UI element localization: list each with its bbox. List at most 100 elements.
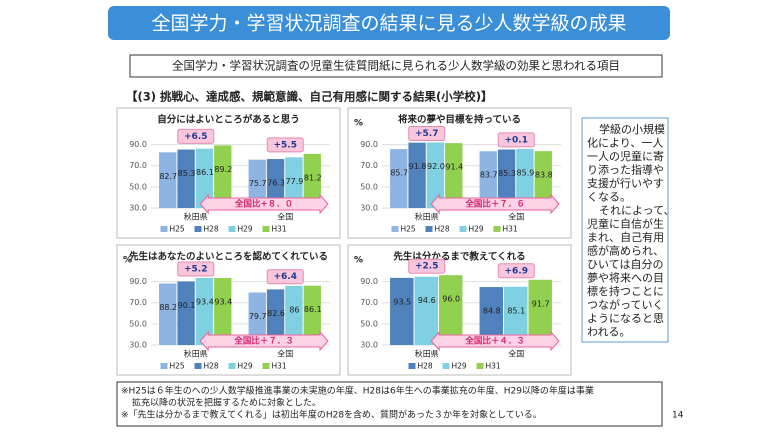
legend-label: H31 — [486, 362, 501, 371]
bar — [248, 159, 266, 208]
value-label: 92.0 — [427, 162, 445, 171]
bar — [195, 148, 214, 208]
legend-label: H29 — [238, 362, 253, 371]
bar — [285, 157, 303, 208]
bar — [303, 153, 321, 208]
value-label: 85.9 — [517, 168, 535, 177]
side-text-line: ひいては自分の — [587, 258, 663, 271]
y-tick-label: 70.0 — [129, 298, 147, 307]
side-box — [581, 117, 669, 343]
side-text-line: ようになると思 — [587, 312, 664, 325]
bar — [438, 275, 463, 345]
comparison-text: 全国比＋７．６ — [464, 199, 525, 210]
x-tick-label: 秋田県 — [184, 212, 208, 222]
comparison-arrow — [199, 330, 329, 352]
side-text-line: 化により、一人 — [587, 136, 663, 150]
note-line: ※H25は６年生のへの少人数学級推進事業の未実施の年度、H28は6年生への事業拡… — [121, 385, 594, 397]
chart-title: 将来の夢や目標を持っている — [398, 114, 521, 126]
bar — [445, 143, 463, 208]
comparison-text: 全国比+８．０ — [234, 199, 293, 210]
bar — [479, 287, 504, 345]
value-label: 84.8 — [483, 307, 501, 316]
side-text-line: くなる。 — [587, 191, 631, 204]
chart-title: 自分にはよいところがあると思う — [157, 114, 300, 126]
legend-label: H25 — [170, 225, 185, 234]
title-bar — [108, 6, 670, 40]
legend-label: H28 — [418, 362, 433, 371]
side-text-line: 感が高められ、 — [587, 244, 664, 258]
bar — [285, 285, 303, 345]
y-tick-label: 30.0 — [360, 341, 378, 350]
value-label: 85.3 — [498, 169, 516, 178]
side-text-line: それによって、 — [599, 204, 675, 217]
legend-label: H29 — [238, 225, 253, 234]
legend-swatch — [476, 363, 484, 369]
y-tick-label: 70.0 — [360, 298, 378, 307]
legend-label: H25 — [401, 225, 416, 234]
y-tick-label: 30.0 — [129, 341, 147, 350]
value-label: 79.7 — [249, 312, 267, 321]
x-tick-label: 秋田県 — [415, 212, 439, 222]
y-tick-label: 90.0 — [360, 140, 378, 149]
bar — [516, 148, 534, 208]
legend-swatch — [408, 363, 416, 369]
x-tick-label: 全国 — [277, 212, 293, 222]
bar — [195, 277, 214, 345]
value-label: 85.1 — [507, 306, 525, 315]
value-label: 86 — [289, 305, 299, 314]
x-tick-label: 秋田県 — [415, 349, 439, 359]
callout-text: +6.5 — [184, 132, 207, 142]
legend-label: H29 — [452, 362, 467, 371]
value-label: 89.2 — [214, 165, 232, 174]
y-tick-label: 50.0 — [129, 182, 147, 191]
side-text-line: われる。 — [587, 326, 630, 339]
callout — [266, 137, 304, 153]
bar — [408, 142, 426, 208]
value-label: 82.7 — [159, 172, 177, 181]
x-tick-label: 秋田県 — [184, 349, 208, 359]
side-text-line: 学級の小規模 — [599, 122, 665, 136]
y-tick-label: 30.0 — [129, 204, 147, 213]
callout — [408, 258, 446, 274]
legend-label: H31 — [272, 362, 287, 371]
unit-label: % — [354, 119, 363, 129]
bar — [159, 152, 177, 208]
comparison-arrow — [199, 193, 329, 215]
value-label: 82.6 — [267, 309, 285, 318]
comparison-arrow — [430, 193, 560, 215]
subtitle-box — [129, 54, 663, 78]
bar — [214, 277, 232, 345]
callout-text: +0.1 — [505, 135, 528, 145]
bar — [214, 145, 232, 208]
value-label: 93.4 — [214, 297, 232, 306]
side-text-line: つながっていく — [587, 298, 663, 312]
value-label: 88.2 — [159, 303, 177, 312]
legend-swatch — [194, 226, 202, 232]
bar — [534, 151, 552, 208]
bar — [426, 142, 445, 208]
bar — [303, 285, 321, 345]
legend-label: H28 — [204, 225, 219, 234]
legend-label: H28 — [435, 225, 450, 234]
bar — [528, 279, 552, 345]
legend-swatch — [493, 226, 501, 232]
callout-text: +2.5 — [415, 262, 438, 272]
value-label: 90.1 — [178, 301, 196, 310]
value-label: 91.7 — [532, 299, 550, 308]
legend-label: H25 — [170, 362, 185, 371]
y-tick-label: 90.0 — [129, 140, 147, 149]
x-tick-label: 全国 — [508, 349, 524, 359]
y-tick-label: 90.0 — [360, 277, 378, 286]
callout — [497, 132, 535, 148]
legend-label: H31 — [503, 225, 518, 234]
slide-title: 全国学力・学習状況調査の結果に見る少人数学級の成果 — [151, 13, 626, 35]
x-tick-label: 全国 — [508, 212, 524, 222]
value-label: 85.7 — [390, 169, 408, 178]
value-label: 91.4 — [445, 163, 463, 172]
value-label: 85.3 — [178, 169, 196, 178]
unit-label: % — [123, 256, 132, 266]
legend-swatch — [391, 226, 399, 232]
callout — [497, 263, 535, 279]
